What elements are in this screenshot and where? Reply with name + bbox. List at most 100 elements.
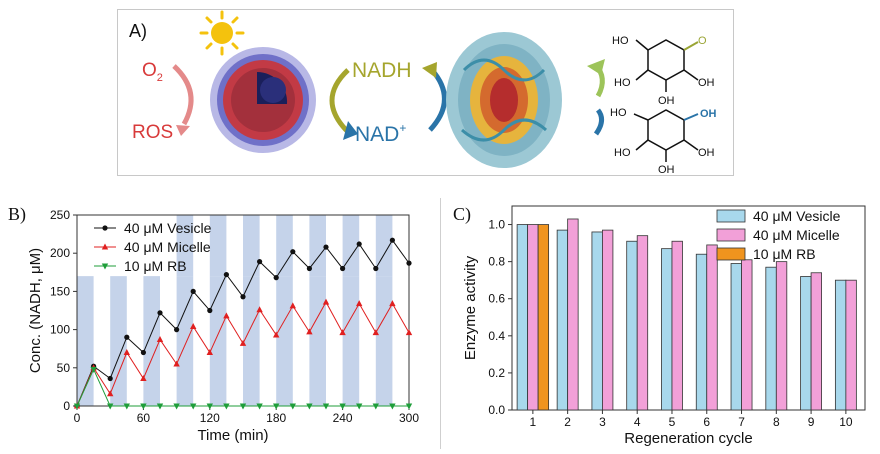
data-point [339, 403, 346, 410]
x-tick-label: 240 [333, 411, 353, 425]
legend-label: 40 μM Vesicle [753, 208, 841, 224]
data-point [156, 336, 164, 343]
y-tick-label: 100 [50, 323, 70, 337]
plot-frame [511, 205, 866, 411]
data-point [405, 403, 413, 410]
ros-arrowhead-icon [176, 125, 190, 136]
data-point [240, 294, 246, 300]
x-tick-label: 3 [599, 415, 606, 429]
nadh-concentration-chart-panel: B) 0 60 120 180 240 300 0 50 100 150 200 250 Time (m… [0, 198, 420, 449]
data-point [124, 334, 130, 340]
data-point [140, 374, 147, 381]
data-point [372, 329, 379, 336]
svg-text:O: O [698, 35, 707, 47]
scheme-panel: A) O2 ROS [117, 9, 734, 176]
bar [695, 253, 708, 411]
bar [741, 259, 753, 411]
light-on-bar [143, 276, 160, 406]
legend-label: 10 μM RB [753, 246, 816, 262]
y-tick-label: 200 [50, 246, 70, 260]
bar [626, 240, 638, 411]
data-point [406, 260, 412, 266]
svg-text:HO: HO [614, 77, 631, 89]
legend-marker [101, 263, 109, 270]
data-point [257, 259, 263, 265]
panel-c-label: C) [453, 204, 471, 224]
panel-a-label: A) [129, 21, 147, 41]
x-tick-label: 7 [738, 415, 745, 429]
sun-icon [199, 10, 245, 56]
bar [730, 263, 742, 411]
y-axis-label: Enzyme activity [462, 255, 479, 360]
light-on-bar [243, 276, 260, 406]
data-point [389, 300, 396, 307]
glucose-molecule: HO OH HO OH OH [610, 107, 717, 176]
data-point [389, 403, 396, 410]
data-point [239, 339, 247, 346]
data-point [140, 403, 147, 410]
data-point [90, 366, 97, 373]
data-point [73, 403, 81, 410]
bar [636, 235, 649, 411]
x-tick-label: 4 [634, 415, 641, 429]
data-point [157, 310, 163, 316]
scheme-illustration: A) O2 ROS [129, 10, 717, 176]
data-point [306, 403, 313, 410]
data-point [290, 249, 296, 255]
y-tick-label: 1.0 [488, 218, 505, 232]
data-point [206, 349, 213, 356]
x-tick-label: 120 [200, 411, 220, 425]
light-on-bar [110, 276, 127, 406]
legend-swatch [716, 228, 746, 242]
light-on-bar [342, 276, 360, 406]
light-on-bar [77, 276, 94, 406]
x-tick-label: 1 [530, 415, 537, 429]
data-point [356, 300, 363, 307]
data-point [323, 244, 329, 250]
data-point [206, 403, 213, 410]
y-tick-label: 0.0 [488, 403, 505, 417]
data-point [174, 327, 180, 333]
bar [834, 279, 847, 411]
light-on-bar [209, 276, 227, 406]
data-point [306, 265, 312, 272]
bar [661, 248, 673, 411]
x-tick-label: 5 [669, 415, 676, 429]
green-arrowhead-icon [587, 59, 605, 75]
x-axis-label: Regeneration cycle [624, 430, 752, 447]
bar [765, 266, 777, 411]
y-tick-label: 250 [50, 208, 70, 222]
x-tick-label: 10 [839, 415, 853, 429]
ros-label: ROS [132, 122, 173, 143]
gluconolactone-molecule: HO HO OH OH O [612, 35, 715, 107]
legend-label: 40 μM Vesicle [124, 220, 212, 236]
legend-label: 40 μM Micelle [753, 227, 840, 243]
data-point [190, 403, 197, 410]
bar [800, 276, 812, 411]
data-point [190, 288, 196, 294]
legend-label: 10 μM RB [124, 258, 187, 274]
light-on-bar [276, 276, 293, 406]
bar [810, 272, 822, 411]
nad-arrowhead-icon [343, 121, 358, 140]
data-point [273, 403, 280, 410]
light-on-bar-top [309, 215, 326, 277]
enzyme-structure-image [446, 32, 562, 168]
enzyme-activity-chart-panel: C) 0.0 0.2 0.4 0.6 0.8 1.0 1 2 3 4 5 6 7 8 9 10 Regenera… [440, 198, 880, 449]
svg-text:OH: OH [698, 147, 715, 159]
data-point [190, 323, 197, 330]
data-point [123, 403, 130, 410]
data-point [223, 271, 229, 278]
data-point [223, 403, 230, 410]
blue-arrow [593, 108, 604, 136]
nadh-line-chart: 0 60 120 180 240 300 0 50 100 150 200 250 Time (min)… [27, 208, 419, 444]
nad-right-arc [428, 68, 447, 132]
legend-marker [101, 243, 109, 250]
data-point [256, 306, 263, 313]
bar [602, 229, 614, 411]
x-tick-label: 300 [399, 411, 419, 425]
y-tick-label: 0.8 [488, 255, 505, 269]
x-tick-label: 9 [808, 415, 815, 429]
data-point [372, 403, 379, 410]
panel-b-label: B) [8, 204, 26, 224]
